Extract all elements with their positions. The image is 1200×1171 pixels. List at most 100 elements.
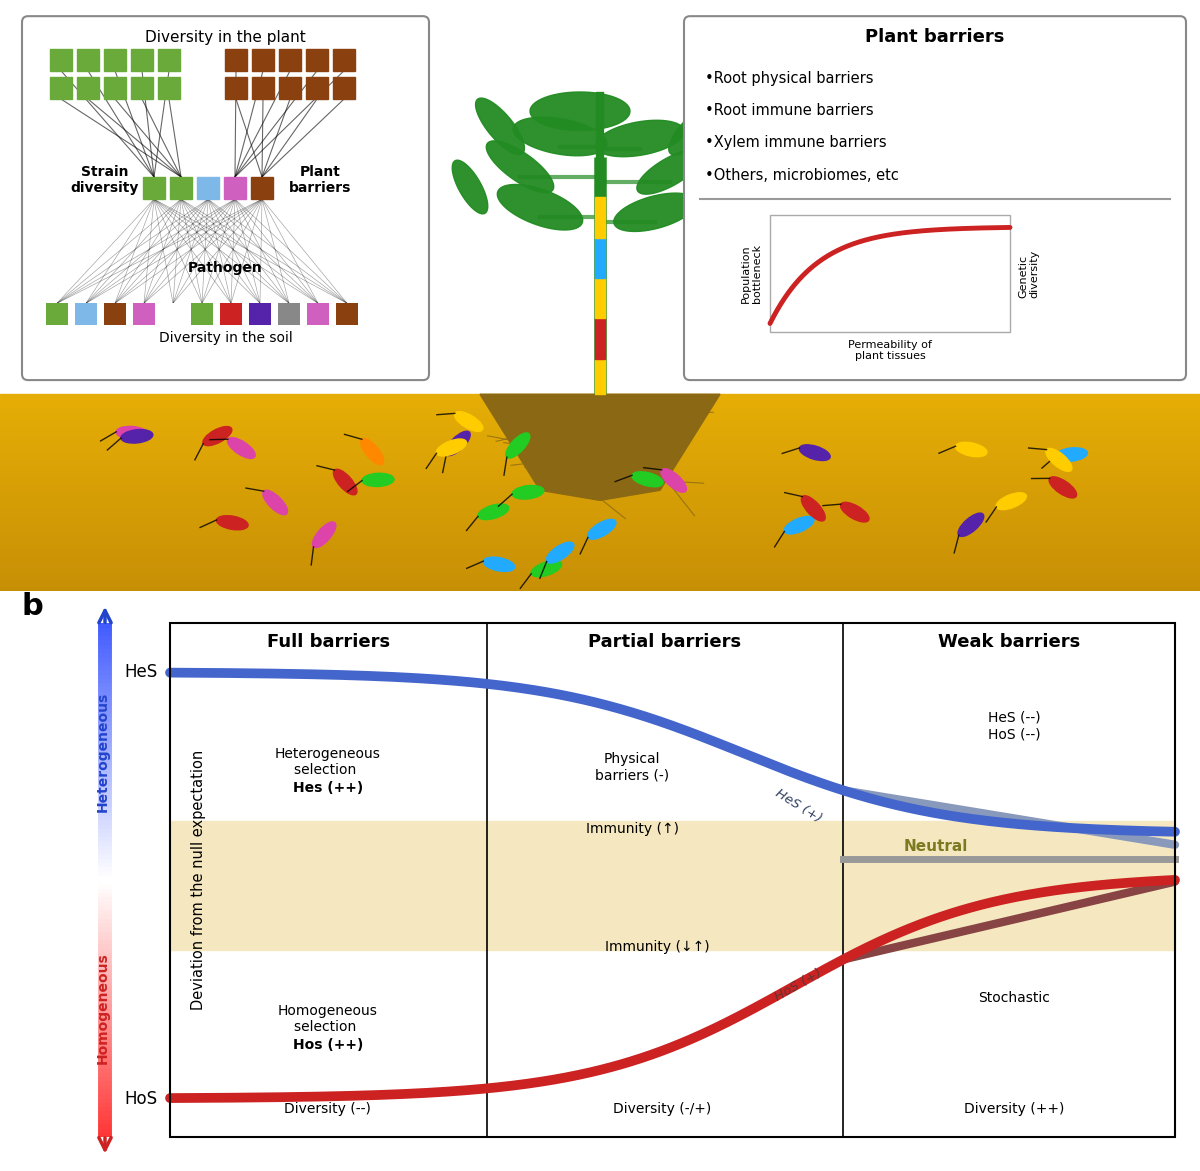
- Text: Diversity in the plant: Diversity in the plant: [145, 30, 306, 46]
- Text: Heterogeneous
selection: Heterogeneous selection: [275, 747, 380, 778]
- Text: HoS (+): HoS (+): [773, 967, 824, 1005]
- Bar: [197, 177, 220, 199]
- Text: Diversity (-/+): Diversity (-/+): [613, 1102, 712, 1116]
- Text: Genetic
diversity: Genetic diversity: [1018, 249, 1039, 297]
- Bar: [77, 77, 98, 100]
- Text: Immunity (↑): Immunity (↑): [586, 822, 679, 836]
- Text: •Xylem immune barriers: •Xylem immune barriers: [706, 136, 887, 150]
- Text: Plant
barriers: Plant barriers: [289, 165, 352, 196]
- Polygon shape: [637, 150, 703, 194]
- Text: Neutral: Neutral: [904, 840, 968, 855]
- Bar: [158, 48, 180, 70]
- Text: Partial barriers: Partial barriers: [588, 634, 742, 651]
- Text: Full barriers: Full barriers: [266, 634, 390, 651]
- Ellipse shape: [955, 443, 986, 457]
- Ellipse shape: [1046, 448, 1072, 472]
- Bar: [224, 177, 246, 199]
- Bar: [162, 303, 184, 326]
- Text: •Root physical barriers: •Root physical barriers: [706, 70, 874, 85]
- Bar: [104, 48, 126, 70]
- Ellipse shape: [996, 493, 1026, 509]
- Ellipse shape: [802, 495, 826, 521]
- Ellipse shape: [478, 504, 509, 520]
- Bar: [306, 77, 328, 100]
- Text: HoS: HoS: [125, 1089, 158, 1108]
- Polygon shape: [668, 102, 721, 155]
- Ellipse shape: [506, 433, 530, 458]
- Text: Physical
barriers (-): Physical barriers (-): [595, 752, 670, 782]
- Bar: [74, 303, 97, 326]
- Text: Permeability of
plant tissues: Permeability of plant tissues: [848, 340, 932, 361]
- Text: HeS: HeS: [125, 663, 158, 682]
- Ellipse shape: [121, 430, 152, 443]
- Ellipse shape: [361, 439, 384, 465]
- Polygon shape: [530, 93, 630, 130]
- Bar: [46, 303, 68, 326]
- Bar: [104, 303, 126, 326]
- Text: a: a: [22, 13, 42, 42]
- Ellipse shape: [228, 438, 256, 458]
- Bar: [191, 303, 214, 326]
- Ellipse shape: [362, 473, 394, 486]
- Ellipse shape: [784, 516, 814, 534]
- Bar: [595, 238, 605, 278]
- Bar: [306, 48, 328, 70]
- FancyBboxPatch shape: [684, 16, 1186, 381]
- Bar: [158, 77, 180, 100]
- Polygon shape: [613, 193, 696, 232]
- Text: Stochastic: Stochastic: [978, 992, 1050, 1006]
- Ellipse shape: [484, 557, 515, 571]
- Text: Plant barriers: Plant barriers: [865, 28, 1004, 47]
- Polygon shape: [452, 160, 487, 214]
- Text: •Root immune barriers: •Root immune barriers: [706, 103, 874, 118]
- Ellipse shape: [632, 472, 664, 487]
- Text: Weak barriers: Weak barriers: [938, 634, 1080, 651]
- Bar: [50, 48, 72, 70]
- Ellipse shape: [546, 542, 574, 563]
- Ellipse shape: [958, 513, 984, 536]
- Ellipse shape: [116, 426, 148, 440]
- Ellipse shape: [661, 468, 686, 492]
- Bar: [131, 77, 154, 100]
- Text: Homogeneous: Homogeneous: [96, 953, 110, 1064]
- Bar: [334, 77, 355, 100]
- Text: Deviation from the null expectation: Deviation from the null expectation: [191, 751, 205, 1011]
- Bar: [250, 303, 271, 326]
- Bar: [595, 278, 605, 319]
- Text: Population
bottleneck: Population bottleneck: [740, 244, 762, 303]
- Text: Hes (++): Hes (++): [293, 781, 362, 795]
- Text: Homogeneous
selection: Homogeneous selection: [278, 1004, 378, 1034]
- Bar: [226, 48, 247, 70]
- Bar: [77, 48, 98, 70]
- Bar: [307, 303, 329, 326]
- Bar: [104, 77, 126, 100]
- Bar: [278, 48, 301, 70]
- Bar: [252, 48, 274, 70]
- Bar: [334, 48, 355, 70]
- Polygon shape: [486, 141, 553, 193]
- Text: HeS (--)
HoS (--): HeS (--) HoS (--): [988, 711, 1040, 741]
- Ellipse shape: [437, 439, 467, 456]
- Text: Diversity (--): Diversity (--): [284, 1102, 371, 1116]
- Bar: [595, 319, 605, 358]
- Text: Diversity in the soil: Diversity in the soil: [158, 330, 293, 344]
- Ellipse shape: [512, 486, 544, 499]
- Bar: [170, 821, 1175, 950]
- Text: Heterogeneous: Heterogeneous: [96, 692, 110, 812]
- Polygon shape: [497, 185, 583, 230]
- Ellipse shape: [203, 426, 232, 446]
- FancyBboxPatch shape: [22, 16, 430, 381]
- Polygon shape: [475, 98, 524, 155]
- Text: b: b: [22, 593, 43, 622]
- Ellipse shape: [1049, 477, 1076, 498]
- Text: Strain
diversity: Strain diversity: [71, 165, 139, 196]
- Bar: [143, 177, 166, 199]
- Bar: [595, 358, 605, 395]
- Polygon shape: [480, 395, 720, 500]
- Text: HeS (+): HeS (+): [773, 787, 824, 826]
- Ellipse shape: [840, 502, 869, 522]
- Ellipse shape: [263, 491, 288, 515]
- Ellipse shape: [532, 561, 562, 577]
- Ellipse shape: [334, 470, 356, 495]
- Bar: [278, 77, 301, 100]
